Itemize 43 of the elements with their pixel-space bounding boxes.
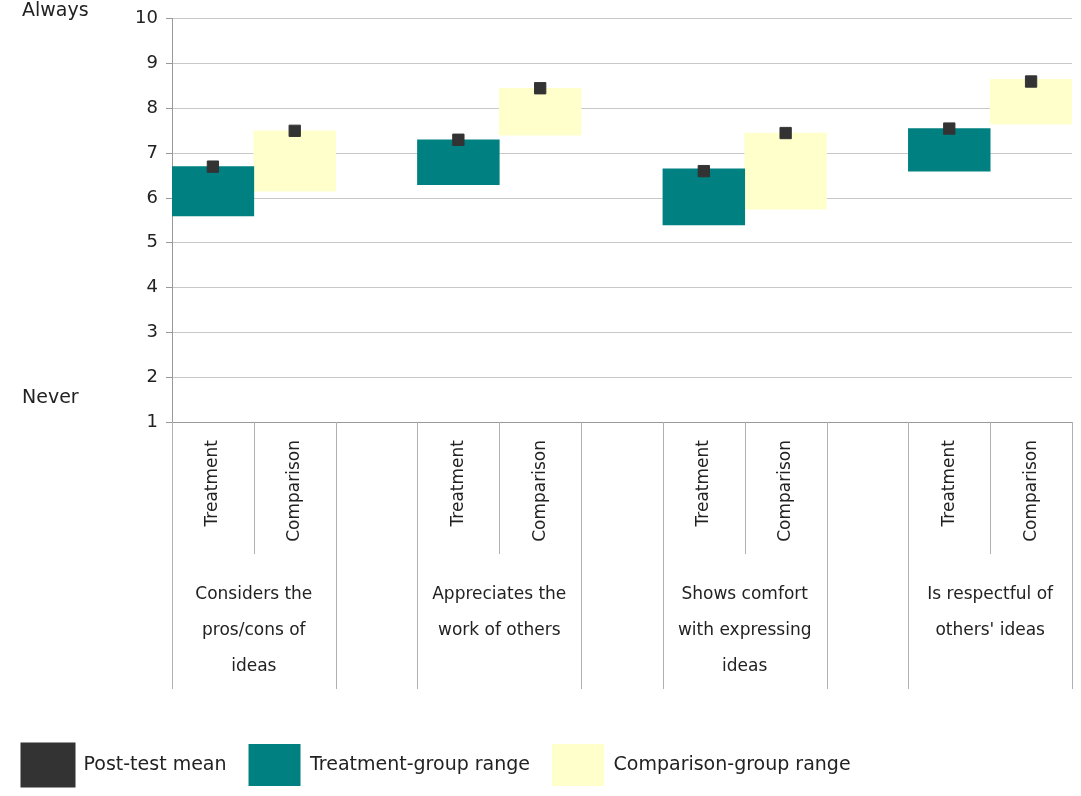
point [452,133,465,146]
x-tick-label: Comparison [774,440,795,542]
point [534,82,547,95]
text: Shows comfort with expressing ideas [677,583,812,676]
y-tick-label: 8 [146,96,158,118]
legend-label: Comparison-group range [613,751,851,774]
bar [417,139,500,185]
bar [172,166,255,217]
text: Never [22,384,79,407]
text: Always [22,0,89,20]
point [697,164,710,178]
y-tick-label: 7 [146,140,158,162]
bar [662,168,746,226]
point [288,124,301,137]
bar [253,130,336,192]
point [943,122,956,135]
y-tick-label: 1 [146,409,158,431]
bar [908,128,991,172]
legend-label: Post-test mean [83,751,227,774]
y-tick-label: 6 [146,185,158,207]
x-tick-label: Treatment [937,439,958,528]
y-tick-label: 4 [146,275,158,297]
point [206,160,220,173]
y-tick-label: 10 [135,6,158,28]
text: Considers the pros/cons of ideas [195,583,313,676]
y-tick-label: 5 [146,230,158,252]
y-tick-label: 2 [146,364,158,386]
bar [744,132,827,210]
x-tick-label: Comparison [1019,440,1040,542]
text: Appreciates the work of others [432,583,567,640]
point [779,126,792,140]
point [1024,75,1038,88]
legend-label: Treatment-group range [309,751,531,774]
x-tick-label: Treatment [692,439,713,528]
bar [498,87,582,136]
bar [989,78,1072,125]
x-tick-label: Comparison [283,440,304,542]
x-tick-label: Comparison [528,440,549,542]
x-tick-label: Treatment [446,439,467,528]
x-tick-label: Treatment [201,439,222,528]
text: Is respectful of others' ideas [927,583,1055,640]
y-tick-label: 9 [146,51,158,73]
y-tick-label: 3 [146,320,158,342]
